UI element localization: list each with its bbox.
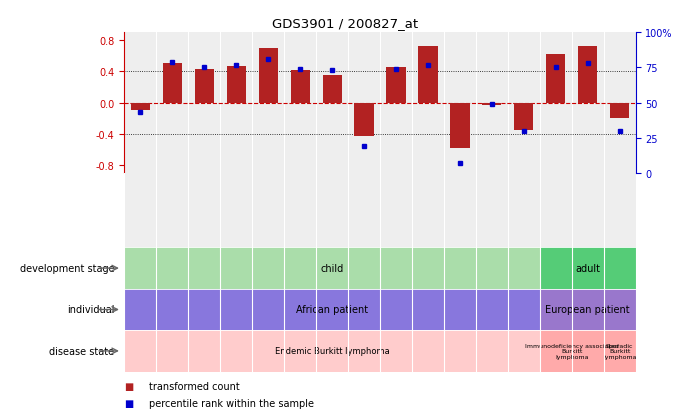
Bar xyxy=(540,289,636,330)
Bar xyxy=(163,64,182,103)
Bar xyxy=(546,55,565,103)
Bar xyxy=(482,103,502,106)
Text: disease state: disease state xyxy=(49,346,114,356)
Text: ■: ■ xyxy=(124,381,133,391)
Bar xyxy=(227,66,246,103)
Text: development stage: development stage xyxy=(19,263,114,273)
Text: percentile rank within the sample: percentile rank within the sample xyxy=(149,398,314,408)
Bar xyxy=(386,68,406,103)
Bar xyxy=(124,289,540,330)
Bar xyxy=(418,47,437,103)
Text: Immunodeficiency associated
Burkitt
lymphoma: Immunodeficiency associated Burkitt lymp… xyxy=(525,343,618,359)
Text: transformed count: transformed count xyxy=(149,381,239,391)
Bar xyxy=(540,248,636,289)
Text: African patient: African patient xyxy=(296,305,368,315)
Bar xyxy=(578,47,597,103)
Bar xyxy=(354,103,374,137)
Bar xyxy=(540,330,604,372)
Bar xyxy=(131,103,150,111)
Text: European patient: European patient xyxy=(545,305,630,315)
Bar xyxy=(610,103,630,119)
Bar xyxy=(258,49,278,103)
Bar xyxy=(451,103,469,149)
Text: child: child xyxy=(321,263,343,273)
Bar xyxy=(195,70,214,103)
Bar xyxy=(124,248,540,289)
Text: adult: adult xyxy=(576,263,600,273)
Text: Endemic Burkitt lymphoma: Endemic Burkitt lymphoma xyxy=(275,347,390,356)
Bar xyxy=(290,71,310,103)
Bar xyxy=(124,330,540,372)
Text: individual: individual xyxy=(66,305,114,315)
Bar xyxy=(514,103,533,131)
Text: Sporadic
Burkitt
lymphoma: Sporadic Burkitt lymphoma xyxy=(603,343,636,359)
Bar xyxy=(604,330,636,372)
Bar xyxy=(323,76,341,103)
Text: ■: ■ xyxy=(124,398,133,408)
Text: GDS3901 / 200827_at: GDS3901 / 200827_at xyxy=(272,17,419,29)
